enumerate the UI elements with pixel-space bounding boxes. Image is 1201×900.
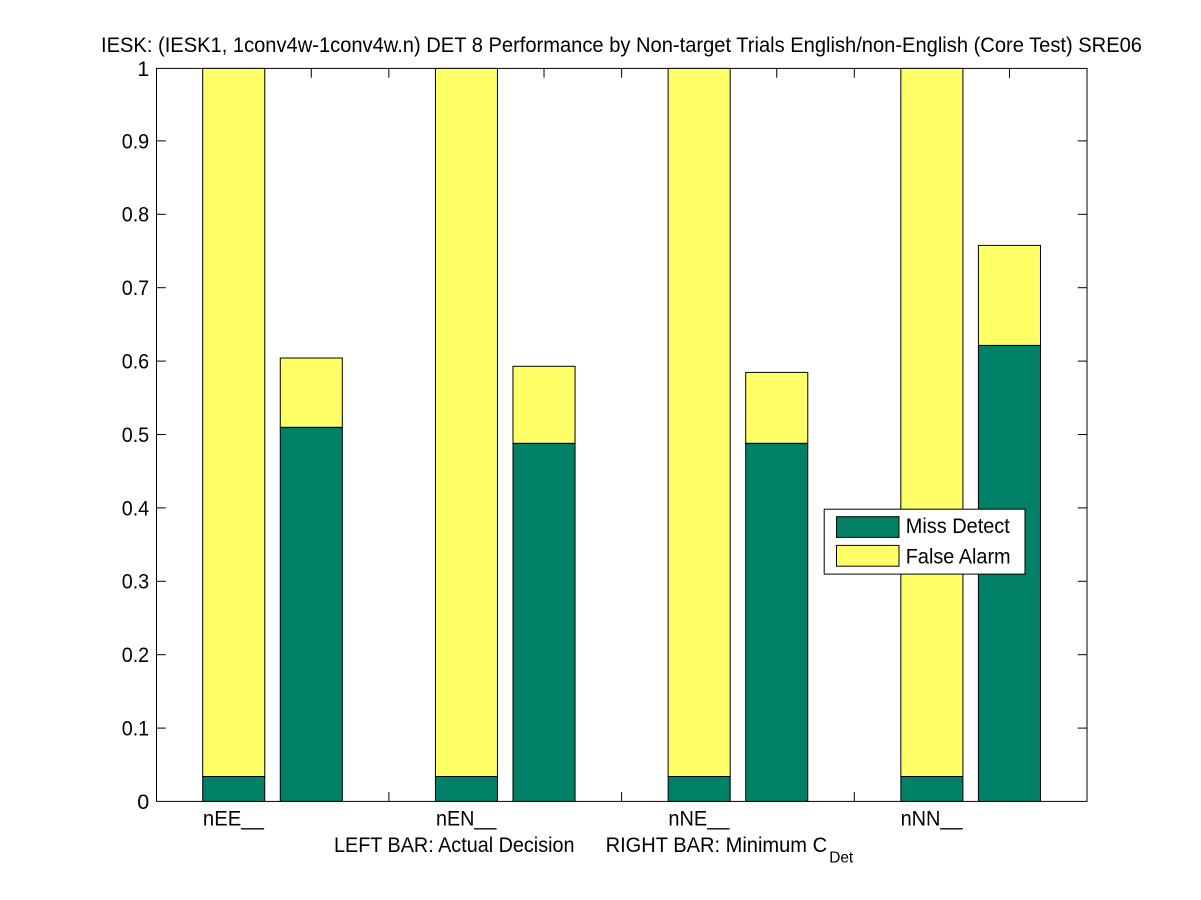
svg-text:IESK: (IESK1, 1conv4w-1conv4w.: IESK: (IESK1, 1conv4w-1conv4w.n) DET 8 P… [101,33,1142,57]
svg-text:nEE__: nEE__ [203,806,265,830]
svg-text:1: 1 [137,57,149,81]
svg-text:nEN__: nEN__ [436,806,497,830]
svg-text:0.9: 0.9 [122,129,150,153]
svg-text:Miss Detect: Miss Detect [906,514,1010,538]
svg-text:LEFT BAR: Actual Decision: LEFT BAR: Actual Decision [334,833,575,857]
svg-text:0.3: 0.3 [122,570,150,594]
svg-text:0.2: 0.2 [122,643,150,667]
svg-text:0.7: 0.7 [122,276,150,300]
svg-text:RIGHT BAR: Minimum C: RIGHT BAR: Minimum C [606,833,828,857]
svg-text:0.4: 0.4 [122,496,150,520]
svg-text:0: 0 [137,790,149,814]
svg-text:False Alarm: False Alarm [906,544,1011,568]
svg-text:0.5: 0.5 [122,423,150,447]
svg-text:nNN__: nNN__ [901,806,964,830]
svg-text:0.8: 0.8 [122,203,150,227]
svg-text:Det: Det [829,850,854,867]
svg-text:0.1: 0.1 [122,717,150,741]
svg-text:nNE__: nNE__ [668,806,730,830]
svg-text:0.6: 0.6 [122,350,150,374]
